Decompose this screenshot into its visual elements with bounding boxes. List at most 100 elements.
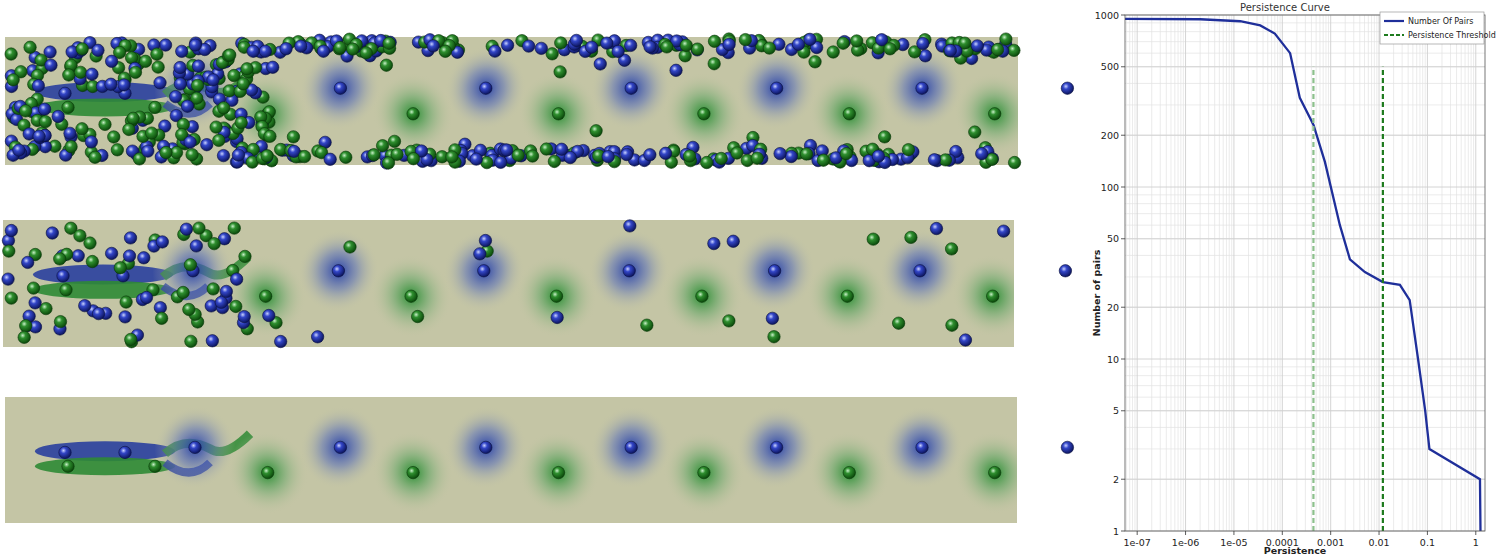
legend: Number Of PairsPersistence Threshold xyxy=(1380,12,1496,44)
tick xyxy=(1137,531,1138,535)
critical-point xyxy=(145,127,157,139)
critical-point xyxy=(123,123,135,135)
critical-point xyxy=(189,39,201,51)
critical-point xyxy=(512,149,524,161)
legend-swatch xyxy=(1384,34,1404,36)
critical-point xyxy=(54,315,66,327)
critical-point xyxy=(224,49,236,61)
minor-grid xyxy=(1223,15,1224,531)
critical-point xyxy=(837,37,849,49)
grid-line xyxy=(1330,15,1331,531)
critical-point xyxy=(207,283,219,295)
critical-point xyxy=(184,136,196,148)
critical-point xyxy=(1008,156,1020,168)
minor-grid xyxy=(1170,15,1171,531)
critical-point xyxy=(548,155,560,167)
critical-point xyxy=(872,150,884,162)
critical-point xyxy=(215,296,227,308)
minor-grid xyxy=(1402,15,1403,531)
critical-point xyxy=(670,64,682,76)
x-tick-label: 1e-06 xyxy=(1172,537,1199,548)
critical-point xyxy=(237,78,249,90)
persistence-chart: 1e-071e-061e-050.00010.0010.010.11125102… xyxy=(1091,2,1496,556)
critical-point xyxy=(991,43,1003,55)
critical-point xyxy=(843,108,855,120)
critical-point xyxy=(262,466,274,478)
grid-line xyxy=(1125,66,1485,67)
minor-grid xyxy=(1274,15,1275,531)
critical-point xyxy=(691,44,703,56)
critical-point xyxy=(19,320,31,332)
tick xyxy=(1475,531,1476,535)
critical-point xyxy=(123,250,135,262)
critical-point xyxy=(928,154,940,166)
minor-grid xyxy=(1277,15,1278,531)
critical-point xyxy=(644,41,656,53)
critical-point xyxy=(235,116,247,128)
critical-point xyxy=(1008,44,1020,56)
minor-grid xyxy=(1323,15,1324,531)
x-tick-label: 1e-05 xyxy=(1220,537,1247,548)
critical-point xyxy=(76,123,88,135)
critical-point xyxy=(210,121,222,133)
minor-grid xyxy=(1371,15,1372,531)
critical-point xyxy=(914,265,926,277)
tick xyxy=(1185,531,1186,535)
y-tick-label: 200 xyxy=(1101,130,1119,141)
critical-point xyxy=(186,148,198,160)
critical-point xyxy=(52,110,64,122)
critical-point xyxy=(324,153,336,165)
critical-point xyxy=(114,262,126,274)
critical-point xyxy=(623,265,635,277)
critical-point xyxy=(723,38,735,50)
critical-point xyxy=(478,265,490,277)
critical-point xyxy=(785,150,797,162)
critical-point xyxy=(1061,441,1073,453)
minor-grid xyxy=(1125,276,1485,277)
critical-point xyxy=(228,222,240,234)
critical-point xyxy=(79,299,91,311)
critical-point xyxy=(526,150,538,162)
critical-point xyxy=(280,43,292,55)
critical-point xyxy=(24,41,36,53)
minor-grid xyxy=(1125,53,1485,54)
minor-grid xyxy=(1125,203,1485,204)
critical-point xyxy=(232,149,244,161)
critical-point xyxy=(119,446,131,458)
vortex-field xyxy=(35,37,1018,165)
critical-point xyxy=(63,69,75,81)
minor-grid xyxy=(1134,15,1135,531)
critical-point xyxy=(939,154,951,166)
tick xyxy=(1379,531,1380,535)
critical-point xyxy=(827,46,839,58)
critical-point xyxy=(7,74,19,86)
critical-point xyxy=(700,156,712,168)
critical-point xyxy=(969,126,981,138)
critical-point xyxy=(555,143,567,155)
minor-grid xyxy=(1450,15,1451,531)
critical-point xyxy=(945,243,957,255)
critical-point xyxy=(89,151,101,163)
critical-point xyxy=(340,151,352,163)
critical-point xyxy=(334,441,346,453)
critical-point xyxy=(751,152,763,164)
plot-background xyxy=(1125,15,1485,531)
legend-label: Number Of Pairs xyxy=(1408,17,1473,26)
minor-grid xyxy=(1353,15,1354,531)
tick xyxy=(1282,531,1283,535)
critical-point xyxy=(344,241,356,253)
grid-line xyxy=(1125,307,1485,308)
critical-point xyxy=(620,148,632,160)
minor-grid xyxy=(1125,225,1485,226)
minor-grid xyxy=(1231,15,1232,531)
critical-point xyxy=(3,245,15,257)
critical-point xyxy=(72,250,84,262)
vortex xyxy=(939,57,1018,165)
y-tick-label: 2 xyxy=(1113,474,1119,485)
critical-point xyxy=(500,144,512,156)
tick xyxy=(1121,410,1125,411)
critical-point xyxy=(770,82,782,94)
critical-point xyxy=(540,143,552,155)
axes: 1e-071e-061e-050.00010.0010.010.11125102… xyxy=(1095,10,1479,549)
critical-point xyxy=(1061,82,1073,94)
